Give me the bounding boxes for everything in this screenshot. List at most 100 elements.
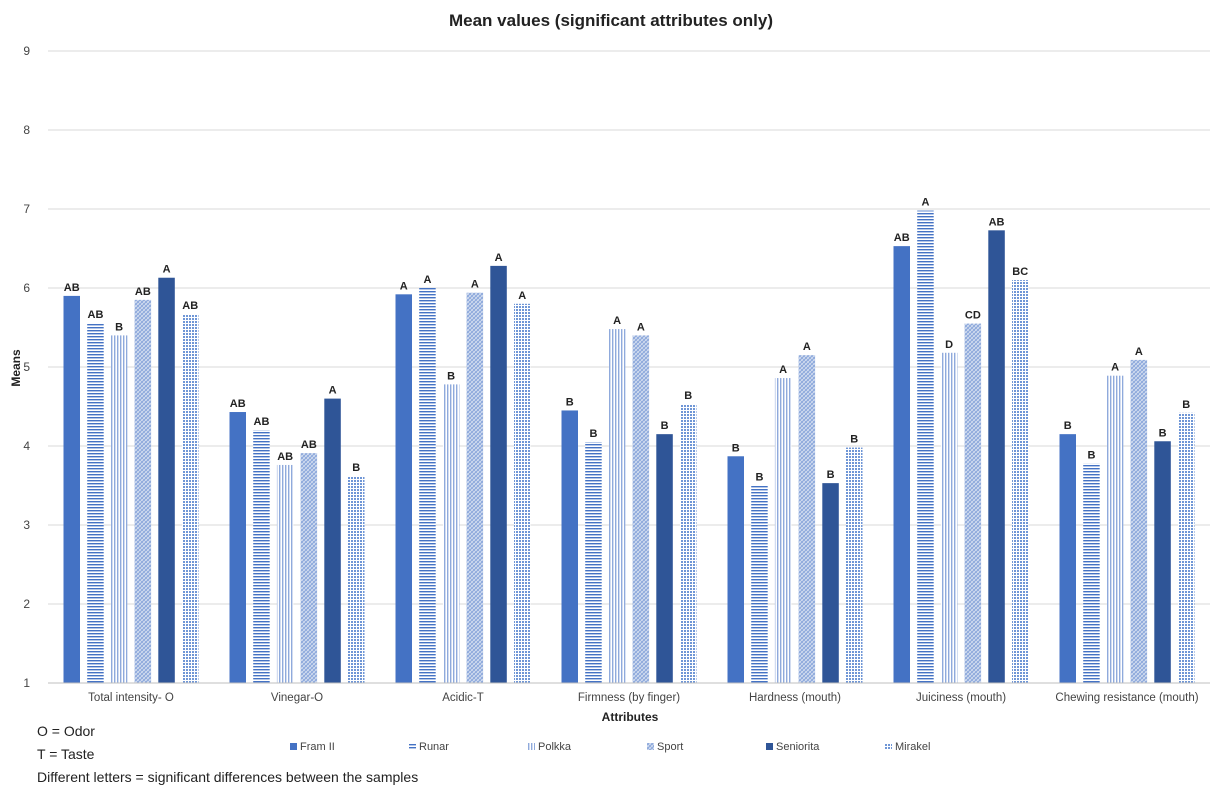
significance-label: AB — [277, 451, 293, 463]
note-taste: T = Taste — [37, 746, 95, 762]
significance-label: B — [1159, 427, 1167, 439]
significance-label: AB — [894, 232, 910, 244]
y-tick-label: 1 — [23, 676, 30, 690]
significance-label: A — [1135, 346, 1143, 358]
bar-sport — [134, 299, 152, 683]
significance-label: B — [115, 321, 123, 333]
x-category-label: Acidic-T — [442, 692, 484, 704]
significance-label: B — [1182, 399, 1190, 411]
significance-label: AB — [254, 416, 270, 428]
legend-label: Seniorita — [776, 741, 820, 753]
y-tick-label: 9 — [23, 44, 30, 58]
legend-label: Mirakel — [895, 741, 930, 753]
y-tick-label: 3 — [23, 518, 30, 532]
bar-sport — [1130, 359, 1148, 683]
significance-label: B — [661, 420, 669, 432]
bar-seniorita — [490, 265, 507, 683]
bar-sport — [300, 453, 318, 683]
significance-label: AB — [182, 300, 198, 312]
bar-mirakel — [846, 447, 863, 683]
bar-fram-ii — [561, 410, 578, 683]
y-tick-label: 7 — [23, 202, 30, 216]
bar-sport — [798, 355, 816, 683]
significance-label: A — [803, 341, 811, 353]
x-category-label: Juiciness (mouth) — [916, 692, 1006, 704]
y-tick-label: 6 — [23, 281, 30, 295]
significance-label: A — [471, 279, 479, 291]
significance-label: A — [329, 385, 337, 397]
significance-label: AB — [64, 282, 80, 294]
significance-label: A — [1111, 362, 1119, 374]
bar-fram-ii — [893, 246, 910, 683]
significance-label: B — [589, 428, 597, 440]
significance-label: B — [850, 434, 858, 446]
significance-label: BC — [1012, 266, 1028, 278]
bar-seniorita — [822, 483, 839, 683]
gridlines — [48, 50, 1210, 605]
bar-seniorita — [988, 230, 1005, 683]
legend-label: Polkka — [538, 741, 572, 753]
y-tick-label: 4 — [23, 439, 30, 453]
legend-label: Fram II — [300, 741, 335, 753]
bar-fram-ii — [727, 456, 744, 683]
bar-fram-ii — [229, 412, 246, 683]
significance-label: CD — [965, 310, 981, 322]
y-axis-title: Means — [9, 349, 23, 387]
significance-label: AB — [301, 439, 317, 451]
significance-label: B — [827, 469, 835, 481]
legend: Fram II Runar Polkka Sport Seniorita Mirakel — [290, 741, 930, 753]
significance-label: A — [518, 290, 526, 302]
significance-label: B — [755, 472, 763, 484]
bar-runar — [87, 322, 104, 683]
bar-runar — [419, 288, 436, 683]
bar-runar — [1083, 463, 1100, 683]
significance-labels: ABABBABAABABABABABABAABAAABBAABBBBAABBAB… — [64, 197, 1190, 484]
x-category-label: Hardness (mouth) — [749, 692, 841, 704]
bar-mirakel — [182, 314, 199, 683]
x-category-label: Vinegar-O — [271, 692, 323, 704]
bar-seniorita — [656, 434, 673, 683]
legend-swatch — [409, 743, 416, 750]
bar-polkka — [774, 378, 792, 683]
bar-seniorita — [1154, 441, 1171, 683]
x-category-label: Chewing resistance (mouth) — [1055, 692, 1198, 704]
bar-runar — [917, 210, 934, 683]
significance-label: AB — [230, 398, 246, 410]
significance-label: A — [163, 264, 171, 276]
legend-swatch — [528, 743, 535, 750]
note-odor: O = Odor — [37, 723, 95, 739]
significance-label: A — [637, 321, 645, 333]
x-category-label: Total intensity- O — [88, 692, 174, 704]
chart-title: Mean values (significant attributes only… — [449, 11, 773, 30]
significance-label: B — [447, 370, 455, 382]
significance-label: B — [684, 390, 692, 402]
bar-fram-ii — [395, 294, 412, 683]
bar-fram-ii — [1059, 434, 1076, 683]
bar-runar — [751, 485, 768, 683]
x-category-label: Firmness (by finger) — [578, 692, 680, 704]
bar-polkka — [940, 352, 958, 683]
legend-swatch — [766, 743, 773, 750]
y-tick-label: 2 — [23, 597, 30, 611]
bar-polkka — [276, 464, 294, 683]
significance-label: D — [945, 339, 953, 351]
legend-label: Sport — [657, 741, 683, 753]
y-axis-ticks: 1 2 3 4 5 6 7 8 9 — [23, 44, 30, 690]
bar-polkka — [608, 329, 626, 683]
bar-sport — [632, 335, 650, 683]
bar-mirakel — [514, 303, 531, 683]
significance-label: B — [1064, 420, 1072, 432]
bar-runar — [585, 442, 602, 683]
significance-label: A — [613, 315, 621, 327]
bar-fram-ii — [63, 295, 80, 683]
significance-label: A — [400, 280, 408, 292]
bar-mirakel — [680, 404, 697, 683]
legend-swatch — [885, 743, 892, 750]
bar-polkka — [1106, 375, 1124, 683]
bar-seniorita — [158, 277, 175, 683]
bar-seniorita — [324, 398, 341, 683]
significance-label: A — [921, 197, 929, 209]
bars — [63, 210, 1195, 683]
bar-polkka — [442, 384, 460, 683]
